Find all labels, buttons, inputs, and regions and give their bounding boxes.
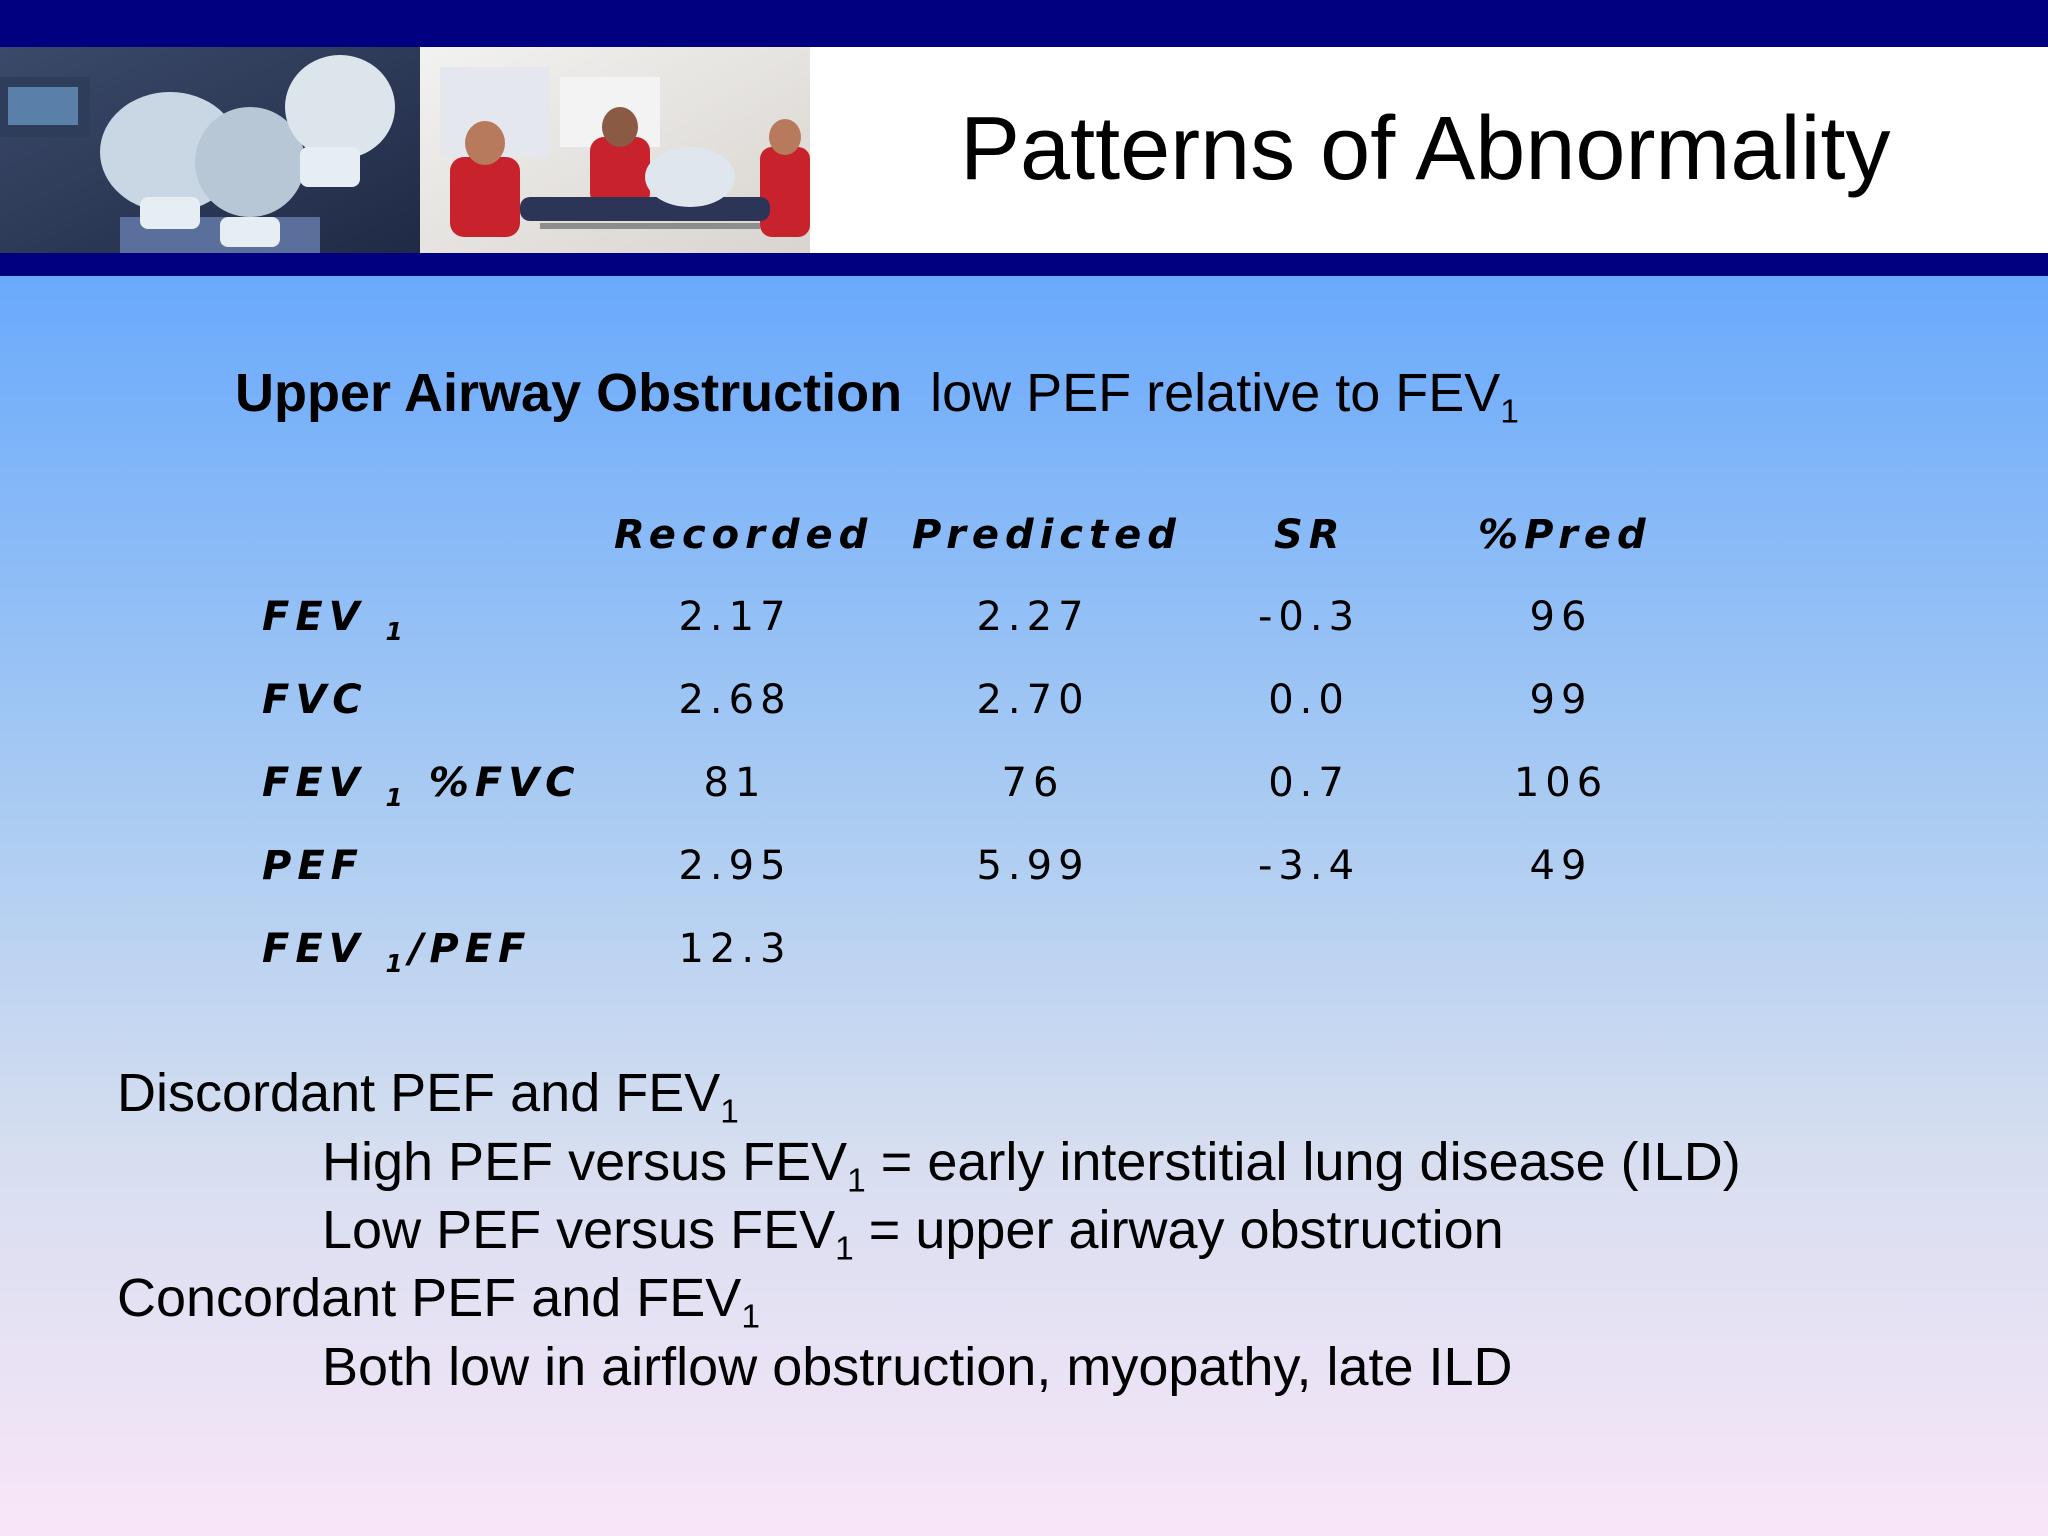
bullet-text-after: = early interstitial lung disease (ILD) <box>865 1132 1741 1192</box>
bullet-text: Low PEF versus FEV <box>322 1200 836 1260</box>
bullet-text: Concordant PEF and FEV <box>117 1268 742 1328</box>
cell-value: 2.68 <box>678 677 792 723</box>
cell-value: 106 <box>1513 760 1609 806</box>
row-label-sub: 1 <box>385 616 409 646</box>
row-label-text: FEV <box>262 594 366 640</box>
header-recorded: Recorded <box>614 512 874 558</box>
row-label-sub: 1 <box>385 948 409 978</box>
subtitle-text: low PEF relative to FEV <box>930 363 1501 423</box>
header-pred-pct: %Pred <box>1478 512 1652 558</box>
row-label-text: PEF <box>262 843 364 889</box>
row-label-fev1-fvc: FEV 1 %FVC <box>262 760 581 810</box>
row-label-suffix: %FVC <box>428 760 581 806</box>
cell-value: 2.27 <box>976 594 1090 640</box>
row-label-sub: 1 <box>385 782 409 812</box>
bullet-subscript: 1 <box>835 1230 854 1268</box>
header-bottom-bar <box>0 253 2048 276</box>
header-sr: SR <box>1274 512 1346 558</box>
bullet-subscript: 1 <box>741 1298 760 1336</box>
cell-value: 96 <box>1529 594 1593 640</box>
bullet-high-pef: High PEF versus FEV1 = early interstitia… <box>322 1131 1741 1198</box>
cell-value: 0.7 <box>1268 760 1350 806</box>
header-top-bar <box>0 0 2048 47</box>
cell-value: 12.3 <box>678 926 792 972</box>
slide-title: Patterns of Abnormality <box>960 99 1891 199</box>
row-label-suffix: /PEF <box>408 926 532 972</box>
row-label-text: FEV <box>262 760 366 806</box>
bullet-subscript: 1 <box>720 1093 739 1131</box>
bullet-text-after: = upper airway obstruction <box>853 1200 1504 1260</box>
cell-value: 81 <box>703 760 767 806</box>
bullet-text: High PEF versus FEV <box>322 1132 848 1192</box>
row-label-fev1-pef: FEV 1/PEF <box>262 926 532 976</box>
cell-value: 76 <box>1001 760 1065 806</box>
bullet-discordant: Discordant PEF and FEV1 <box>117 1062 739 1129</box>
cell-value: 2.95 <box>678 843 792 889</box>
row-label-fvc: FVC <box>262 677 368 723</box>
bullet-text: Both low in airflow obstruction, myopath… <box>322 1337 1513 1397</box>
bullet-both-low: Both low in airflow obstruction, myopath… <box>322 1336 1513 1398</box>
subtitle-subscript: 1 <box>1500 393 1519 431</box>
cell-value: -0.3 <box>1257 594 1361 640</box>
slide-subtitle: Upper Airway Obstruction low PEF relative… <box>235 362 1519 429</box>
header-predicted: Predicted <box>912 512 1182 558</box>
cell-value: 5.99 <box>976 843 1090 889</box>
bullet-text: Discordant PEF and FEV <box>117 1063 721 1123</box>
bullet-low-pef: Low PEF versus FEV1 = upper airway obstr… <box>322 1199 1504 1266</box>
bullet-concordant: Concordant PEF and FEV1 <box>117 1267 760 1334</box>
cell-value: 0.0 <box>1268 677 1350 723</box>
row-label-text: FEV <box>262 926 366 972</box>
row-label-fev1: FEV 1 <box>262 594 409 644</box>
cell-value: -3.4 <box>1257 843 1361 889</box>
cell-value: 49 <box>1529 843 1593 889</box>
bullet-subscript: 1 <box>847 1162 866 1200</box>
row-label-pef: PEF <box>262 843 364 889</box>
row-label-text: FVC <box>262 677 368 723</box>
cell-value: 2.70 <box>976 677 1090 723</box>
header-photo <box>0 47 810 253</box>
subtitle-bold: Upper Airway Obstruction <box>235 363 903 423</box>
cell-value: 2.17 <box>678 594 792 640</box>
cell-value: 99 <box>1529 677 1593 723</box>
